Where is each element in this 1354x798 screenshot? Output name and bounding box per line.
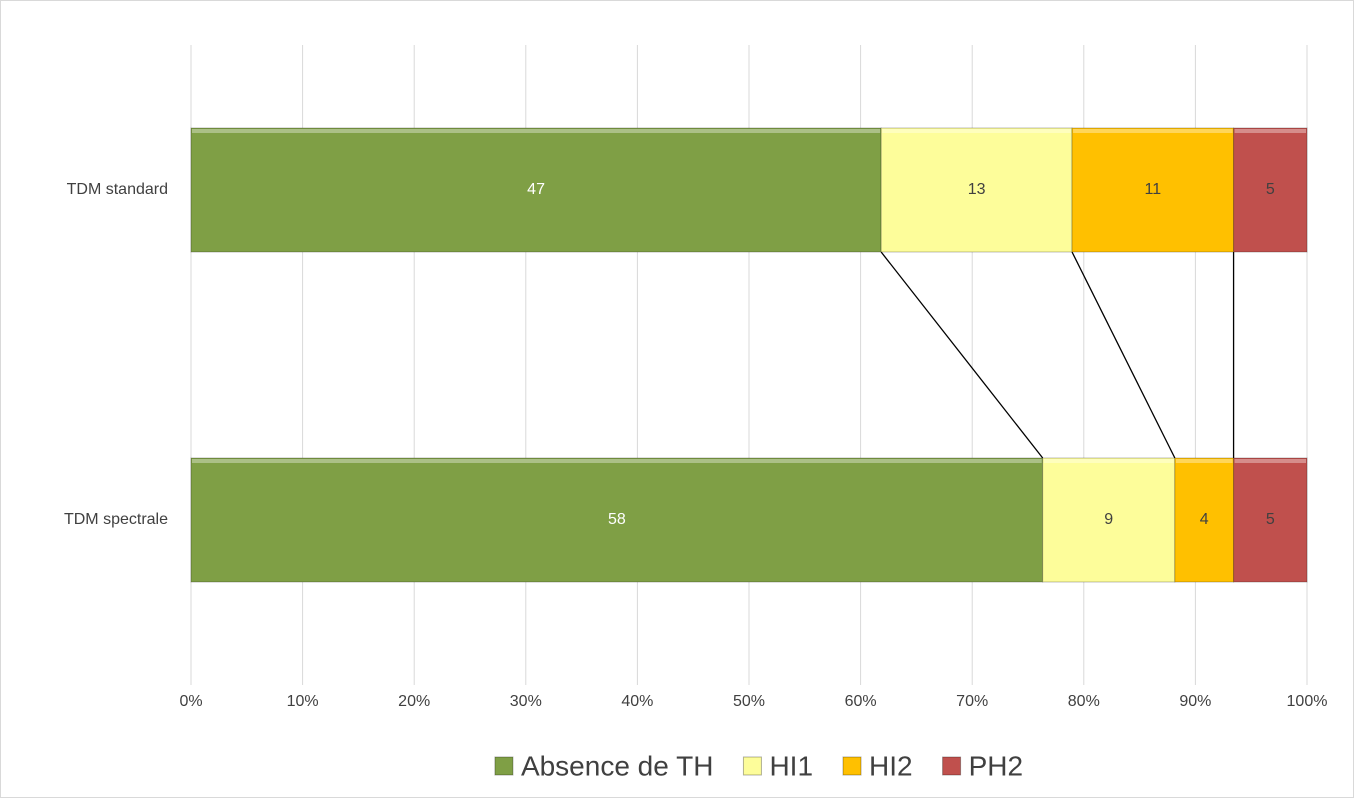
x-tick-label: 10% — [287, 693, 319, 710]
legend-label: HI2 — [869, 750, 913, 781]
x-tick-label: 70% — [956, 693, 988, 710]
series-line — [1071, 251, 1176, 459]
data-label: 47 — [527, 181, 545, 198]
legend-swatch — [742, 756, 762, 776]
data-label: 13 — [968, 181, 986, 198]
bar-segment — [1174, 457, 1235, 583]
data-label: 9 — [1104, 511, 1113, 528]
data-label: 5 — [1266, 511, 1275, 528]
bar-bevel — [1234, 129, 1306, 133]
series-line — [880, 251, 1044, 459]
data-label: 58 — [608, 511, 626, 528]
legend-swatch — [942, 756, 962, 776]
bar-bevel — [1043, 459, 1174, 463]
bar-bevel — [192, 459, 1042, 463]
x-tick-label: 40% — [621, 693, 653, 710]
legend-swatch — [494, 756, 514, 776]
x-tick-label: 90% — [1179, 693, 1211, 710]
x-tick-label: 100% — [1287, 693, 1328, 710]
x-tick-label: 60% — [845, 693, 877, 710]
x-tick-label: 30% — [510, 693, 542, 710]
data-label: 11 — [1145, 181, 1162, 198]
x-tick-label: 50% — [733, 693, 765, 710]
bar-bevel — [1234, 459, 1306, 463]
x-tick-label: 0% — [179, 693, 202, 710]
bar-segment — [1233, 127, 1308, 253]
bar-bevel — [882, 129, 1072, 133]
bar-segment — [880, 127, 1073, 253]
legend-label: HI1 — [769, 750, 813, 781]
x-tick-label: 80% — [1068, 693, 1100, 710]
legend-swatch — [842, 756, 862, 776]
data-label: 4 — [1200, 511, 1209, 528]
data-label: 5 — [1266, 181, 1275, 198]
category-label: TDM spectrale — [64, 511, 168, 528]
x-tick-label: 20% — [398, 693, 430, 710]
bar-segment — [1071, 127, 1235, 253]
bar-bevel — [1175, 459, 1233, 463]
bar-bevel — [1073, 129, 1233, 133]
bar-bevel — [192, 129, 881, 133]
legend-label: Absence de TH — [521, 750, 714, 781]
bar-segment — [190, 457, 1044, 583]
bar-segment — [1233, 457, 1308, 583]
legend-label: PH2 — [969, 750, 1023, 781]
bar-segment — [190, 127, 882, 253]
bar-segment — [1042, 457, 1176, 583]
category-label: TDM standard — [67, 181, 168, 198]
